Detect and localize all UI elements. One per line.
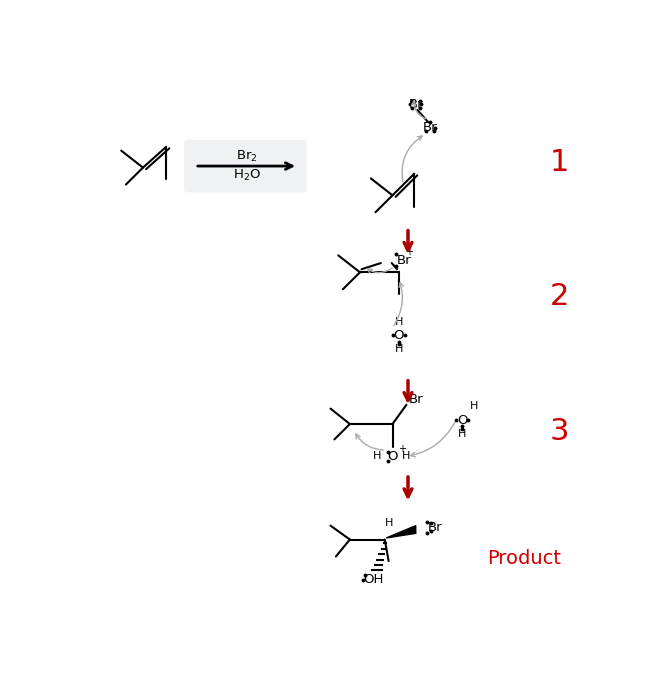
Text: +: + [405,247,412,257]
Text: O: O [387,450,398,463]
Text: O: O [393,329,404,342]
Text: 2: 2 [549,283,569,311]
Text: OH: OH [363,573,383,586]
Text: Br: Br [409,98,423,111]
Text: Br: Br [409,393,423,406]
Text: H: H [470,401,478,412]
Text: H: H [373,452,381,461]
Text: Br: Br [428,521,442,534]
Text: $\mathregular{Br_2}$: $\mathregular{Br_2}$ [236,149,257,164]
Text: H: H [384,517,393,527]
Text: 3: 3 [549,417,569,446]
Text: Br: Br [397,254,411,266]
Text: Br: Br [422,121,437,134]
Text: H: H [402,452,411,461]
Text: 1: 1 [549,148,569,177]
FancyBboxPatch shape [184,140,306,193]
Text: O: O [457,414,467,426]
Text: $\mathregular{H_2O}$: $\mathregular{H_2O}$ [233,167,261,183]
Text: H: H [395,344,403,355]
Text: H: H [458,429,467,439]
Polygon shape [386,525,416,538]
Text: Product: Product [487,549,561,568]
Text: H: H [395,317,403,327]
Text: +: + [398,443,406,454]
